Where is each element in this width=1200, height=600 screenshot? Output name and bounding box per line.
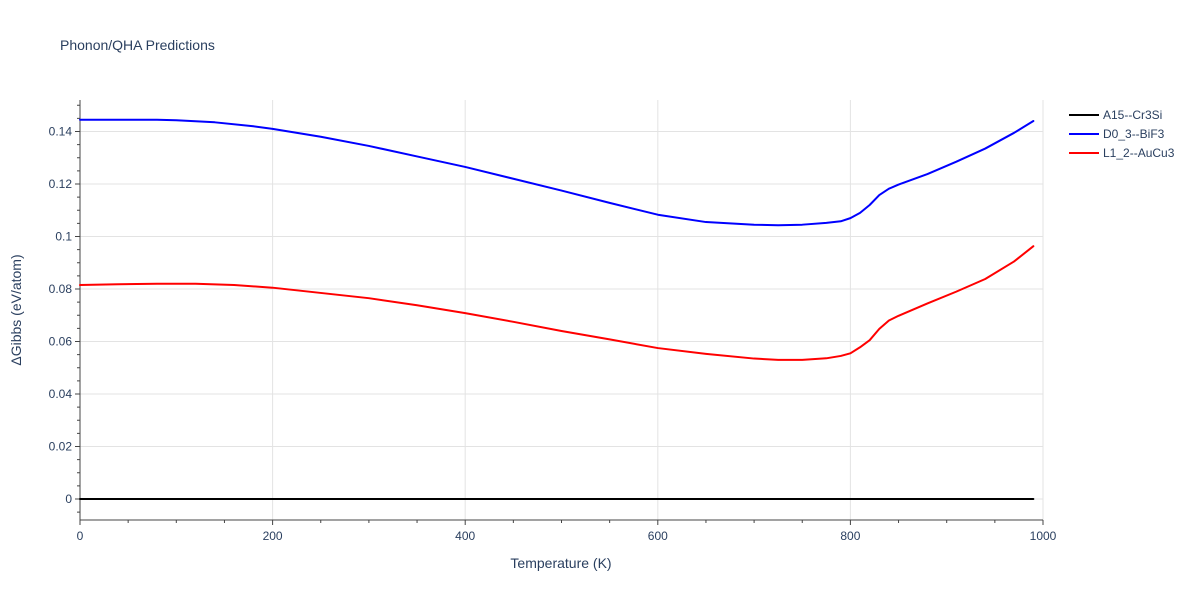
x-tick-label: 0 xyxy=(77,529,84,543)
y-tick-label: 0.14 xyxy=(49,125,73,139)
axes: 0 200 400 600 800 1000 0 0.02 0.04 0.06 0.08 0.1 0.1… xyxy=(49,100,1057,543)
y-tick-label: 0.02 xyxy=(49,440,73,454)
legend-item[interactable]: A15--Cr3Si xyxy=(1069,108,1162,122)
y-tick-label: 0.12 xyxy=(49,177,73,191)
y-axis-title: ΔGibbs (eV/atom) xyxy=(8,254,24,365)
series-line-d0-3-bif3[interactable] xyxy=(79,118,1035,227)
y-tick-label: 0.1 xyxy=(55,230,72,244)
x-tick-label: 200 xyxy=(263,529,283,543)
chart-title: Phonon/QHA Predictions xyxy=(60,37,215,53)
series-layer xyxy=(79,118,1035,500)
x-tick-label: 600 xyxy=(648,529,668,543)
y-tick-label: 0.06 xyxy=(49,335,73,349)
y-tick-label: 0 xyxy=(65,492,72,506)
y-tick-label: 0.08 xyxy=(49,282,73,296)
x-tick-label: 1000 xyxy=(1030,529,1057,543)
gridlines xyxy=(80,100,1044,520)
legend-label: A15--Cr3Si xyxy=(1103,108,1162,122)
legend-item[interactable]: L1_2--AuCu3 xyxy=(1069,146,1175,160)
series-line-l1-2-aucu3[interactable] xyxy=(79,245,1035,361)
x-tick-label: 400 xyxy=(455,529,475,543)
legend[interactable]: A15--Cr3Si D0_3--BiF3 L1_2--AuCu3 xyxy=(1069,108,1175,160)
legend-label: L1_2--AuCu3 xyxy=(1103,146,1175,160)
y-tick-label: 0.04 xyxy=(49,387,73,401)
legend-label: D0_3--BiF3 xyxy=(1103,127,1165,141)
x-axis-title: Temperature (K) xyxy=(510,555,611,571)
x-tick-label: 800 xyxy=(840,529,860,543)
legend-item[interactable]: D0_3--BiF3 xyxy=(1069,127,1165,141)
